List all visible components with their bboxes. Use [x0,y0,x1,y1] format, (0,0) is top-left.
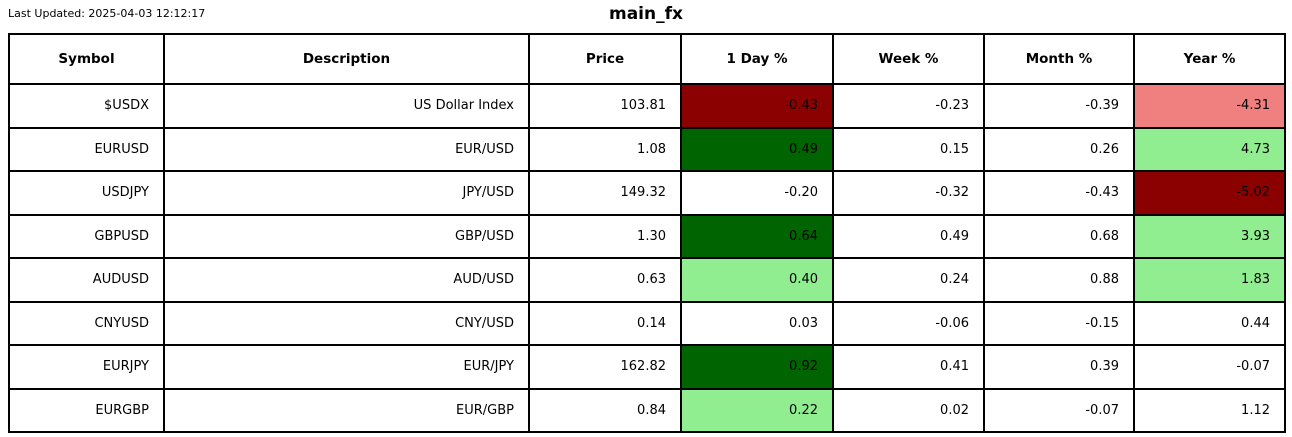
col-header-price: Price [528,33,682,85]
col-header-symbol: Symbol [8,33,165,85]
price-cell: 0.84 [528,387,682,433]
table-row: AUDUSD AUD/USD 0.63 0.40 0.24 0.88 1.83 [8,257,1286,303]
year-cell: 4.73 [1133,126,1286,172]
price-cell: 103.81 [528,83,682,129]
table-row: EURJPY EUR/JPY 162.82 0.92 0.41 0.39 -0.07 [8,344,1286,390]
symbol-cell: AUDUSD [8,257,165,303]
day-cell: 0.49 [680,126,834,172]
week-cell: 0.02 [832,387,985,433]
day-cell: -0.43 [680,83,834,129]
price-cell: 1.08 [528,126,682,172]
price-cell: 0.63 [528,257,682,303]
table-row: USDJPY JPY/USD 149.32 -0.20 -0.32 -0.43 -5.02 [8,170,1286,216]
year-cell: -0.07 [1133,344,1286,390]
col-header-year-pct: Year % [1133,33,1286,85]
week-cell: 0.41 [832,344,985,390]
month-cell: 0.39 [983,344,1135,390]
day-cell: -0.20 [680,170,834,216]
description-cell: EUR/USD [163,126,530,172]
symbol-cell: USDJPY [8,170,165,216]
description-cell: EUR/GBP [163,387,530,433]
table-row: CNYUSD CNY/USD 0.14 0.03 -0.06 -0.15 0.44 [8,300,1286,346]
table-row: EURUSD EUR/USD 1.08 0.49 0.15 0.26 4.73 [8,126,1286,172]
year-cell: 1.83 [1133,257,1286,303]
description-cell: EUR/JPY [163,344,530,390]
day-cell: 0.92 [680,344,834,390]
year-cell: 3.93 [1133,213,1286,259]
week-cell: 0.24 [832,257,985,303]
table-header-row: Symbol Description Price 1 Day % Week % … [8,33,1286,85]
fx-table: Symbol Description Price 1 Day % Week % … [8,33,1286,433]
year-cell: 1.12 [1133,387,1286,433]
col-header-week-pct: Week % [832,33,985,85]
col-header-1day-pct: 1 Day % [680,33,834,85]
month-cell: -0.43 [983,170,1135,216]
month-cell: -0.07 [983,387,1135,433]
month-cell: 0.26 [983,126,1135,172]
description-cell: GBP/USD [163,213,530,259]
price-cell: 1.30 [528,213,682,259]
price-cell: 149.32 [528,170,682,216]
table-row: GBPUSD GBP/USD 1.30 0.64 0.49 0.68 3.93 [8,213,1286,259]
day-cell: 0.40 [680,257,834,303]
last-updated-label: Last Updated: 2025-04-03 12:12:17 [8,7,206,20]
price-cell: 0.14 [528,300,682,346]
month-cell: -0.15 [983,300,1135,346]
description-cell: AUD/USD [163,257,530,303]
description-cell: CNY/USD [163,300,530,346]
month-cell: 0.68 [983,213,1135,259]
col-header-month-pct: Month % [983,33,1135,85]
week-cell: -0.06 [832,300,985,346]
day-cell: 0.03 [680,300,834,346]
symbol-cell: CNYUSD [8,300,165,346]
table-row: EURGBP EUR/GBP 0.84 0.22 0.02 -0.07 1.12 [8,387,1286,433]
day-cell: 0.22 [680,387,834,433]
col-header-description: Description [163,33,530,85]
month-cell: -0.39 [983,83,1135,129]
symbol-cell: $USDX [8,83,165,129]
symbol-cell: EURJPY [8,344,165,390]
week-cell: -0.32 [832,170,985,216]
symbol-cell: EURUSD [8,126,165,172]
description-cell: US Dollar Index [163,83,530,129]
price-cell: 162.82 [528,344,682,390]
symbol-cell: GBPUSD [8,213,165,259]
description-cell: JPY/USD [163,170,530,216]
week-cell: 0.15 [832,126,985,172]
day-cell: 0.64 [680,213,834,259]
week-cell: -0.23 [832,83,985,129]
year-cell: -5.02 [1133,170,1286,216]
symbol-cell: EURGBP [8,387,165,433]
month-cell: 0.88 [983,257,1135,303]
week-cell: 0.49 [832,213,985,259]
year-cell: 0.44 [1133,300,1286,346]
year-cell: -4.31 [1133,83,1286,129]
page-title: main_fx [609,4,683,24]
table-row: $USDX US Dollar Index 103.81 -0.43 -0.23 -0.3… [8,83,1286,129]
